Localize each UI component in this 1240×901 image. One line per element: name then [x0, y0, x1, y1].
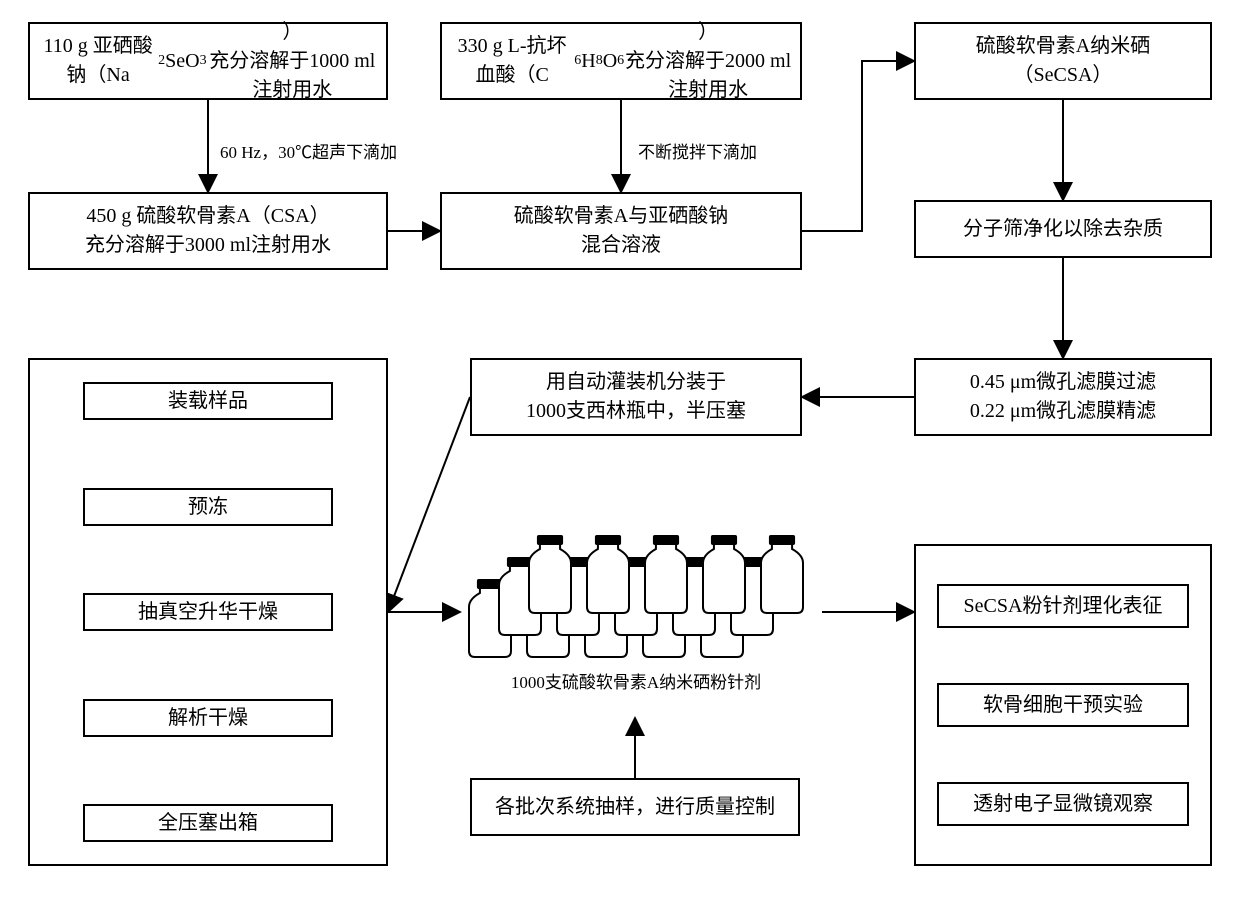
arrow-label-l2: 不断搅拌下滴加 [638, 138, 757, 163]
box-b7: 0.45 μm微孔滤膜过滤0.22 μm微孔滤膜精滤 [914, 358, 1212, 436]
box-b6: 分子筛净化以除去杂质 [914, 200, 1212, 258]
freeze-dry-step-2: 抽真空升华干燥 [83, 593, 333, 631]
box-b3: 硫酸软骨素A纳米硒（SeCSA） [914, 22, 1212, 100]
vials-illustration: 1000支硫酸软骨素A纳米硒粉针剂 [436, 530, 836, 693]
arrow-label-l1: 60 Hz，30℃超声下滴加 [220, 138, 397, 163]
analysis-step-2: 透射电子显微镜观察 [937, 782, 1189, 826]
box-b5: 硫酸软骨素A与亚硒酸钠混合溶液 [440, 192, 802, 270]
box-b2: 330 g L-抗坏血酸（C6H8O6）充分溶解于2000 ml注射用水 [440, 22, 802, 100]
box-b8: 用自动灌装机分装于1000支西林瓶中，半压塞 [470, 358, 802, 436]
box-b9: 各批次系统抽样，进行质量控制 [470, 778, 800, 836]
vials-caption: 1000支硫酸软骨素A纳米硒粉针剂 [436, 668, 836, 693]
freeze-dry-step-0: 装载样品 [83, 382, 333, 420]
freeze-dry-group: 装载样品预冻抽真空升华干燥解析干燥全压塞出箱 [28, 358, 388, 866]
analysis-group: SeCSA粉针剂理化表征软骨细胞干预实验透射电子显微镜观察 [914, 544, 1212, 866]
freeze-dry-step-4: 全压塞出箱 [83, 804, 333, 842]
analysis-step-0: SeCSA粉针剂理化表征 [937, 584, 1189, 628]
box-b4: 450 g 硫酸软骨素A（CSA）充分溶解于3000 ml注射用水 [28, 192, 388, 270]
box-b1: 110 g 亚硒酸钠（Na2SeO3）充分溶解于1000 ml注射用水 [28, 22, 388, 100]
analysis-step-1: 软骨细胞干预实验 [937, 683, 1189, 727]
freeze-dry-step-1: 预冻 [83, 488, 333, 526]
freeze-dry-step-3: 解析干燥 [83, 699, 333, 737]
